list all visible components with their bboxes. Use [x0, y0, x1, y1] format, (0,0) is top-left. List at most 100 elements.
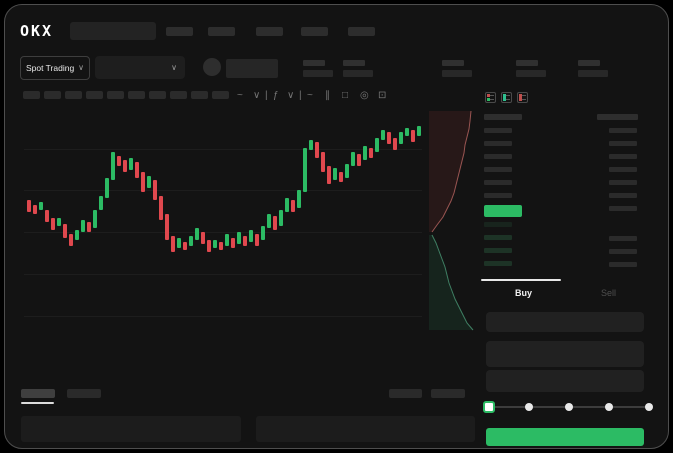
orderbook-amount-row: [609, 249, 637, 254]
timeframe-button[interactable]: [170, 91, 187, 99]
order-input-3[interactable]: [486, 370, 644, 392]
candle: [273, 216, 277, 230]
bottom-panel-2: [256, 416, 475, 442]
bid-price-row[interactable]: [484, 235, 512, 240]
tab-sell[interactable]: Sell: [600, 288, 616, 298]
candle: [159, 196, 163, 220]
candle: [327, 166, 331, 184]
candle: [267, 214, 271, 228]
bottom-tab-1[interactable]: [21, 389, 55, 398]
candle: [381, 130, 385, 140]
candle: [231, 238, 235, 248]
search-input[interactable]: [70, 22, 156, 40]
candle: [399, 132, 403, 144]
timeframe-button[interactable]: [44, 91, 61, 99]
candle: [129, 158, 133, 170]
order-input-1[interactable]: [486, 312, 644, 332]
ask-price-row[interactable]: [484, 180, 512, 185]
timeframe-button[interactable]: [212, 91, 229, 99]
amount-slider-handle[interactable]: [483, 401, 495, 413]
tab-buy[interactable]: Buy: [514, 288, 532, 298]
candle-style-icon[interactable]: ~: [237, 90, 243, 101]
okx-logo: OKX: [20, 22, 54, 40]
bid-price-row[interactable]: [484, 222, 512, 227]
candle: [75, 230, 79, 240]
timeframe-button[interactable]: [65, 91, 82, 99]
indicators-icon[interactable]: ƒ: [273, 90, 279, 101]
orderbook-view-both-icon[interactable]: [485, 92, 496, 103]
settings-icon[interactable]: ◎: [360, 90, 369, 101]
nav-item-3[interactable]: [256, 27, 283, 36]
ask-price-row[interactable]: [484, 141, 512, 146]
timeframe-button[interactable]: [128, 91, 145, 99]
compare-icon[interactable]: ∥: [325, 90, 330, 101]
amount-slider-stop[interactable]: [605, 403, 613, 411]
candle: [201, 232, 205, 244]
candle: [33, 205, 37, 214]
orderbook-header-amount: [597, 114, 638, 120]
chart-gridline: [24, 149, 422, 150]
bottom-tab-2[interactable]: [67, 389, 101, 398]
timeframe-button[interactable]: [86, 91, 103, 99]
ask-price-row[interactable]: [484, 154, 512, 159]
nav-item-2[interactable]: [208, 27, 235, 36]
candle: [309, 140, 313, 150]
orderbook-view-asks-icon[interactable]: [517, 92, 528, 103]
timeframe-button[interactable]: [23, 91, 40, 99]
candle: [369, 148, 373, 158]
indicators-chevron-icon[interactable]: ∨: [287, 90, 295, 101]
amount-slider-stop[interactable]: [565, 403, 573, 411]
fullscreen-icon[interactable]: ⊡: [378, 90, 387, 101]
toolbar-divider: |: [265, 90, 268, 101]
amount-slider-stop[interactable]: [525, 403, 533, 411]
orderbook-view-bids-icon[interactable]: [501, 92, 512, 103]
pair-dropdown[interactable]: ∨: [95, 56, 185, 79]
ticker-stat-value: [442, 70, 472, 77]
candle: [57, 218, 61, 226]
snapshot-icon[interactable]: □: [342, 90, 349, 101]
candle: [135, 162, 139, 178]
timeframe-button[interactable]: [107, 91, 124, 99]
ticker-stat-value: [578, 70, 608, 77]
orderbook-amount-row: [609, 193, 637, 198]
ask-price-row[interactable]: [484, 193, 512, 198]
ask-price-row[interactable]: [484, 128, 512, 133]
chart-gridline: [24, 274, 422, 275]
candle: [285, 198, 289, 212]
candle: [195, 228, 199, 240]
candle: [303, 148, 307, 192]
bid-price-row[interactable]: [484, 248, 512, 253]
timeframe-button[interactable]: [149, 91, 166, 99]
candle-style-chevron-icon[interactable]: ∨: [253, 90, 261, 101]
candle: [105, 178, 109, 198]
timeframe-button[interactable]: [191, 91, 208, 99]
candle: [255, 234, 259, 246]
bid-price-row[interactable]: [484, 261, 512, 266]
coin-icon: [203, 58, 221, 76]
ask-price-row[interactable]: [484, 167, 512, 172]
candle: [375, 138, 379, 152]
nav-item-1[interactable]: [166, 27, 193, 36]
candle: [249, 230, 253, 242]
amount-slider-stop[interactable]: [645, 403, 653, 411]
market-type-selector[interactable]: Spot Trading ∨: [20, 56, 90, 80]
bottom-tab-4[interactable]: [431, 389, 465, 398]
bid-mark: [487, 98, 490, 101]
candle: [39, 202, 43, 210]
orderbook-amount-row: [609, 128, 637, 133]
candle: [93, 210, 97, 228]
candle: [393, 138, 397, 150]
order-input-2[interactable]: [486, 341, 644, 367]
line-tool-icon[interactable]: ~: [307, 90, 313, 101]
nav-item-5[interactable]: [348, 27, 375, 36]
candle: [99, 196, 103, 210]
place-order-button[interactable]: [486, 428, 644, 446]
candle: [405, 128, 409, 136]
candle: [177, 238, 181, 248]
candle: [225, 234, 229, 246]
nav-item-4[interactable]: [301, 27, 328, 36]
ticker-stat-label: [343, 60, 365, 66]
bottom-tab-3[interactable]: [389, 389, 422, 398]
candle: [165, 214, 169, 240]
